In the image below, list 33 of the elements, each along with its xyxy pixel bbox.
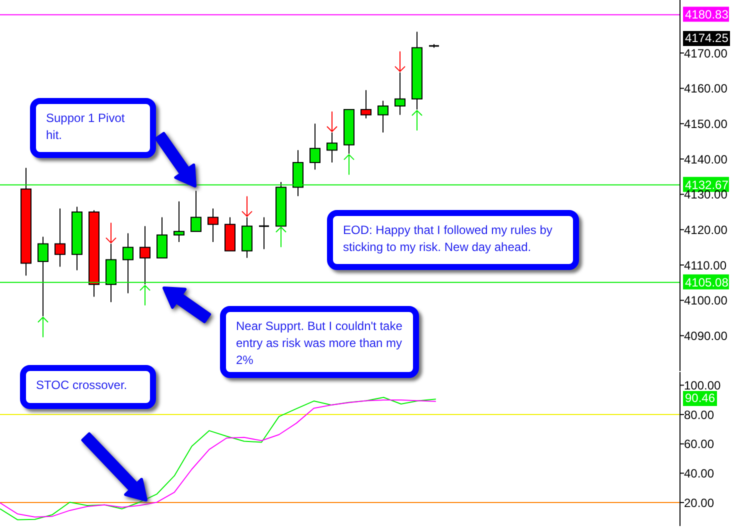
y-tick-label: 4160.00 [684, 82, 728, 96]
candlestick [140, 226, 150, 285]
y-tick-label: 4110.00 [684, 258, 727, 272]
y-tick-label: 4100.00 [684, 294, 728, 308]
y-tick-label: 4170.00 [684, 46, 728, 60]
callout-box: EOD: Happy that I followed my rules by sticking to my risk. New day ahead. [327, 210, 579, 270]
y-tick-label: 80.00 [684, 408, 714, 422]
text: 4174.25 [683, 31, 730, 46]
candlestick [208, 208, 218, 243]
callout-box: STOC crossover. [20, 365, 156, 409]
candlestick [258, 216, 270, 250]
y-tick-label: 4150.00 [684, 116, 728, 131]
y-tick-label: 4090.00 [684, 328, 728, 343]
y-tick-label: 60.00 [684, 437, 714, 452]
ref-line-label: 4105.08 [685, 275, 729, 290]
y-tick-label: 4120.00 [684, 222, 728, 237]
y-tick-label: 40.00 [684, 466, 714, 480]
candlestick [394, 72, 406, 116]
candlestick [54, 208, 66, 268]
callout-box: Suppor 1 Pivot hit. [30, 98, 156, 158]
y-tick-label: 4140.00 [684, 152, 728, 166]
candlestick [360, 90, 372, 119]
ref-line-label: 4180.83 [685, 8, 729, 22]
candlestick [326, 132, 338, 164]
annotation: 90.46 [683, 391, 718, 406]
y-tick-label: 20.00 [684, 496, 714, 510]
candlestick [310, 123, 320, 170]
candlestick [378, 100, 388, 133]
y-tick-label: 100.00 [684, 378, 722, 392]
candlestick [190, 190, 202, 232]
candlestick [174, 200, 184, 243]
callout-box: Near Supprt. But I couldn't take entry as risk was more than my 2% [220, 306, 419, 378]
candlestick [156, 216, 168, 258]
